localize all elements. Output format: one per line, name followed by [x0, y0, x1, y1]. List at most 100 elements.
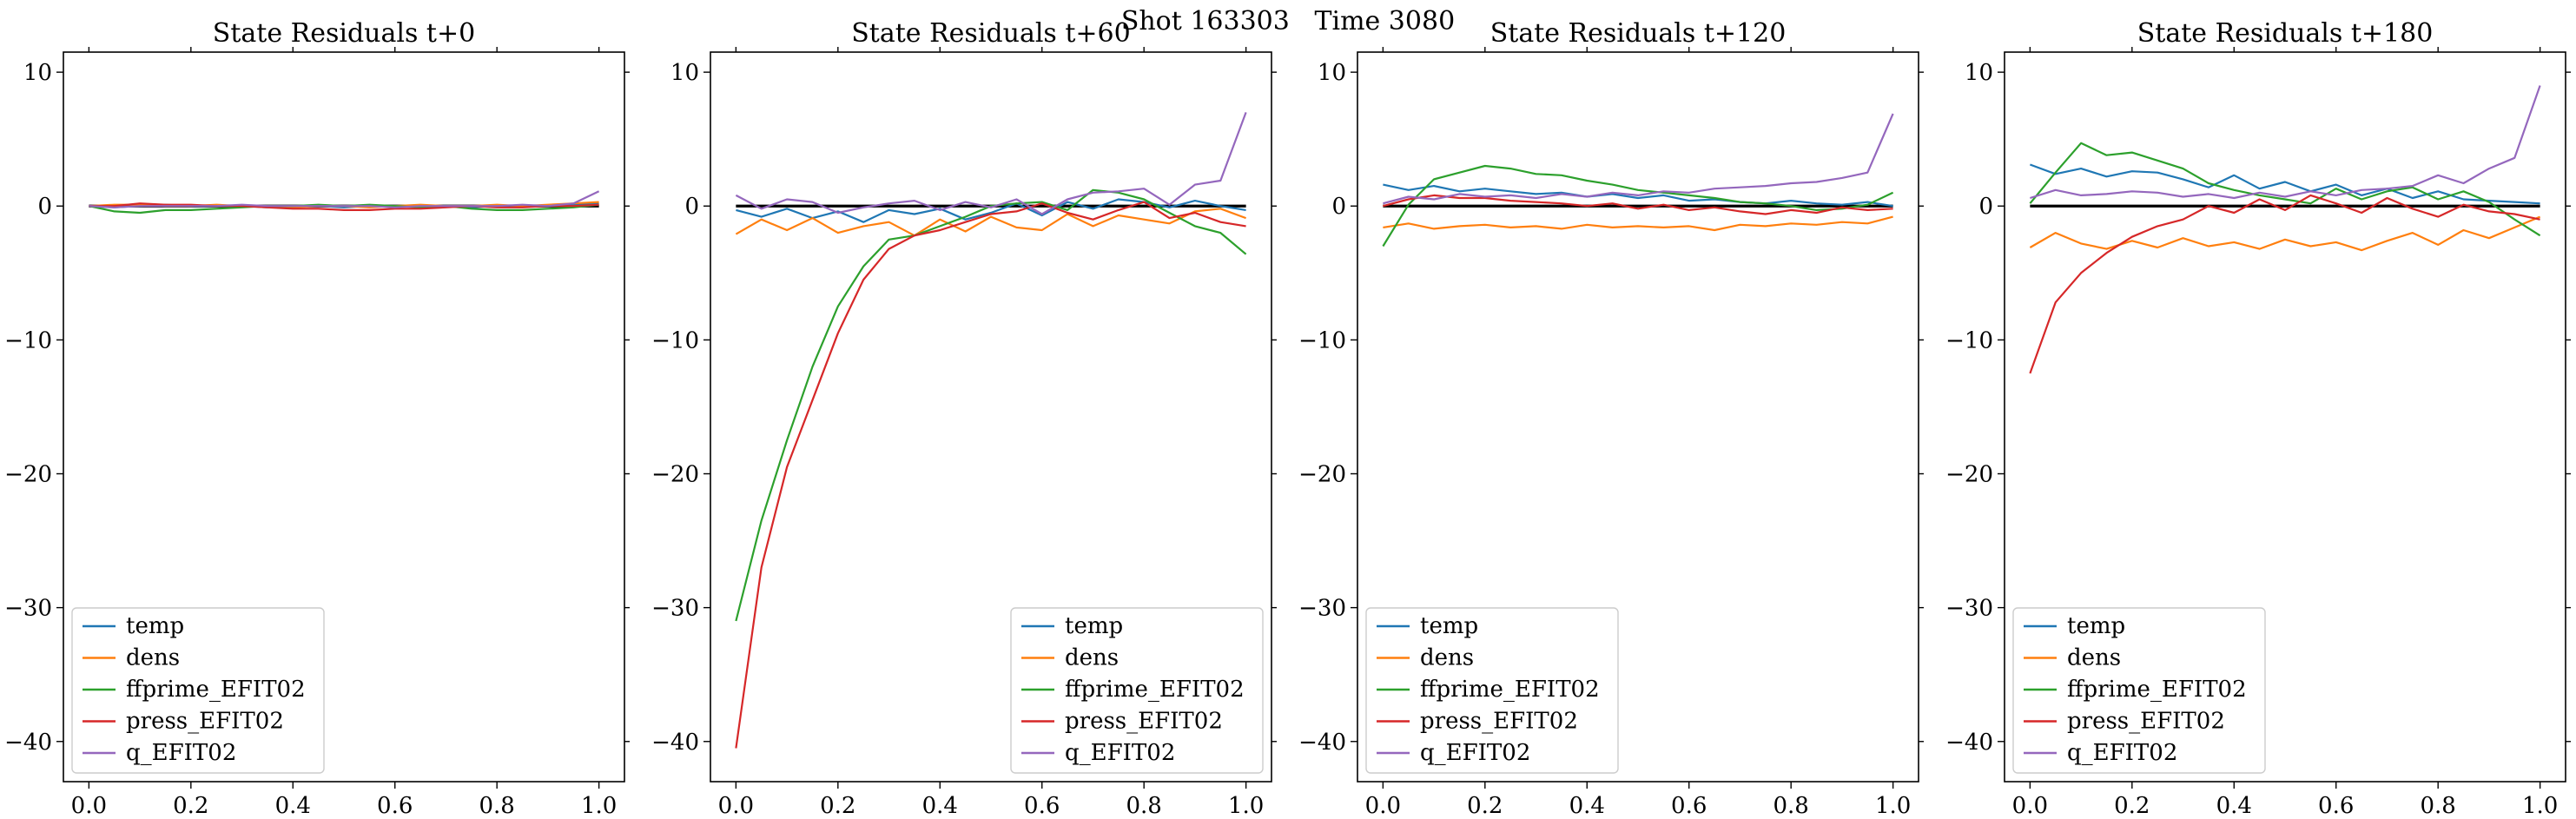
y-tick-label: −30: [1945, 596, 1993, 622]
x-tick-label: 0.2: [173, 793, 208, 819]
x-tick-label: 0.0: [1365, 793, 1401, 819]
axes-frame: [63, 51, 625, 783]
legend-label: q_EFIT02: [2067, 740, 2177, 766]
series-line-press-efit02: [89, 202, 599, 211]
y-tick-label: 0: [684, 194, 699, 220]
y-tick-label: 10: [1318, 60, 1346, 86]
legend-label: temp: [1420, 613, 1478, 639]
series-line-press-efit02: [735, 201, 1246, 749]
series-line-dens: [2029, 215, 2541, 252]
series-line-q-efit02: [735, 112, 1247, 215]
legend-box: [2012, 607, 2266, 774]
series-line-dens: [1383, 215, 1893, 232]
legend-label: q_EFIT02: [1420, 740, 1530, 766]
y-tick-label: 0: [37, 194, 52, 220]
series-line-temp: [736, 198, 1246, 223]
legend: temp dens ffprime_EFIT02 press_EFIT02 q_EFIT…: [2012, 607, 2266, 774]
legend-label: press_EFIT02: [2067, 709, 2225, 735]
series-line-ffprime-efit02: [2029, 142, 2541, 237]
axes-frame: [2004, 51, 2566, 783]
legend-label: temp: [1065, 613, 1123, 639]
x-tick-label: 0.4: [1569, 793, 1605, 819]
x-tick-label: 1.0: [2522, 793, 2558, 819]
series-line-temp: [1383, 183, 1893, 208]
series-line-press-efit02: [2029, 194, 2540, 374]
series-line-q-efit02: [1383, 113, 1894, 205]
axes-frame: [710, 51, 1272, 783]
subplot-1: State Residuals t+0 0.0 0.2 0.4 0.6 0.8 1.0 10 0…: [4, 18, 630, 819]
legend-label: ffprime_EFIT02: [126, 677, 306, 703]
x-tick-label: 1.0: [1228, 793, 1264, 819]
x-tick-label: 0.4: [922, 793, 958, 819]
legend-label: dens: [1420, 645, 1474, 671]
series-line-q-efit02: [89, 190, 600, 208]
legend-label: press_EFIT02: [1065, 709, 1223, 735]
legend-label: temp: [2067, 613, 2125, 639]
y-tick-label: 0: [1978, 194, 1993, 220]
y-tick-label: −20: [4, 462, 52, 488]
subplot-title: State Residuals t+60: [851, 18, 1130, 49]
legend: temp dens ffprime_EFIT02 press_EFIT02 q_EFIT…: [1365, 607, 1619, 774]
x-tick-label: 1.0: [1875, 793, 1911, 819]
subplot-3: State Residuals t+120 0.0 0.2 0.4 0.6 0.8 1.0 1…: [1298, 18, 1924, 819]
legend-label: dens: [126, 645, 180, 671]
y-tick-label: −40: [1945, 730, 1993, 756]
y-tick-label: −40: [4, 730, 52, 756]
y-tick-label: 10: [23, 60, 52, 86]
x-tick-label: 0.8: [2421, 793, 2456, 819]
x-tick-label: 1.0: [581, 793, 617, 819]
axes-frame: [1357, 51, 1919, 783]
legend-box: [71, 607, 325, 774]
y-tick-label: −40: [1298, 730, 1346, 756]
y-tick-label: −30: [1298, 596, 1346, 622]
legend-box: [1365, 607, 1619, 774]
legend-label: ffprime_EFIT02: [1420, 677, 1600, 703]
series-line-temp: [2030, 163, 2540, 205]
y-tick-label: 0: [1331, 194, 1346, 220]
x-tick-label: 0.6: [1671, 793, 1707, 819]
legend-box: [1010, 607, 1264, 774]
x-tick-label: 0.2: [2114, 793, 2150, 819]
y-tick-label: −40: [651, 730, 699, 756]
x-tick-label: 0.8: [1126, 793, 1162, 819]
legend-label: dens: [2067, 645, 2121, 671]
y-tick-label: −10: [1298, 327, 1346, 353]
subplot-title: State Residuals t+180: [2137, 18, 2434, 49]
legend-label: q_EFIT02: [1065, 740, 1175, 766]
x-tick-label: 0.2: [820, 793, 855, 819]
x-tick-label: 0.4: [2216, 793, 2252, 819]
y-tick-label: −10: [651, 327, 699, 353]
series-line-q-efit02: [2030, 85, 2541, 200]
legend-label: press_EFIT02: [126, 709, 284, 735]
y-tick-label: 10: [670, 60, 699, 86]
y-tick-label: −20: [651, 462, 699, 488]
legend: temp dens ffprime_EFIT02 press_EFIT02 q_EFIT…: [1010, 607, 1264, 774]
x-tick-label: 0.0: [71, 793, 107, 819]
series-line-press-efit02: [1383, 194, 1893, 215]
x-tick-label: 0.4: [275, 793, 311, 819]
y-tick-label: −30: [4, 596, 52, 622]
x-tick-label: 0.8: [479, 793, 515, 819]
y-tick-label: −10: [1945, 327, 1993, 353]
x-tick-label: 0.0: [718, 793, 754, 819]
y-tick-label: −30: [651, 596, 699, 622]
x-tick-label: 0.2: [1467, 793, 1503, 819]
x-tick-label: 0.6: [1024, 793, 1060, 819]
y-tick-label: −10: [4, 327, 52, 353]
x-tick-label: 0.8: [1773, 793, 1809, 819]
legend-label: ffprime_EFIT02: [1065, 677, 1245, 703]
figure-title: Shot 163303 Time 3080: [1121, 6, 1455, 36]
legend-label: dens: [1065, 645, 1119, 671]
legend-label: q_EFIT02: [126, 740, 236, 766]
legend-label: press_EFIT02: [1420, 709, 1578, 735]
x-tick-label: 0.6: [2318, 793, 2354, 819]
series-line-ffprime-efit02: [735, 188, 1247, 622]
y-tick-label: 10: [1965, 60, 1993, 86]
subplot-title: State Residuals t+120: [1490, 18, 1787, 49]
subplot-2: State Residuals t+60 0.0 0.2 0.4 0.6 0.8 1.0 10…: [651, 18, 1277, 819]
series-line-ffprime-efit02: [1382, 164, 1894, 248]
legend-label: temp: [126, 613, 184, 639]
y-tick-label: −20: [1298, 462, 1346, 488]
x-tick-label: 0.0: [2012, 793, 2048, 819]
